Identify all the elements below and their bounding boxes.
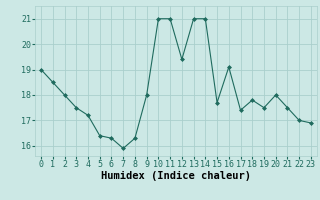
X-axis label: Humidex (Indice chaleur): Humidex (Indice chaleur) bbox=[101, 171, 251, 181]
